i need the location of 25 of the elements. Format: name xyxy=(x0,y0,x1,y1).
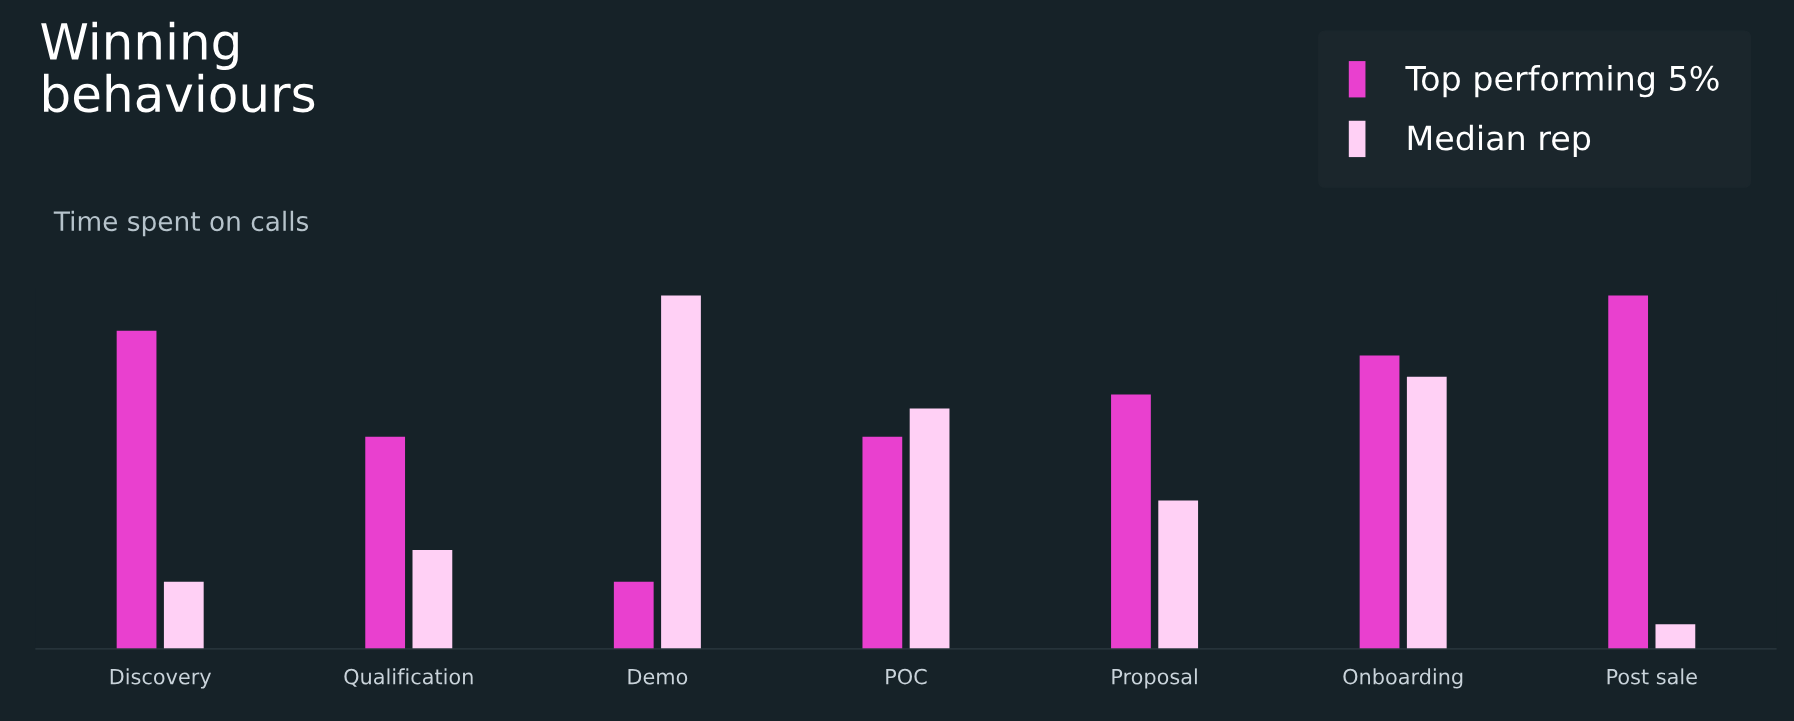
bar xyxy=(116,330,157,649)
x-tick-label: Demo xyxy=(628,668,688,685)
x-tick-label: Discovery xyxy=(110,668,212,689)
bar xyxy=(412,549,453,649)
bar xyxy=(1655,624,1696,649)
bar xyxy=(365,436,406,649)
x-tick-label: Post sale xyxy=(1607,668,1697,685)
bar xyxy=(862,436,903,649)
bar xyxy=(1158,500,1199,649)
bar xyxy=(613,581,654,649)
chart-title: Winning behaviours xyxy=(41,21,315,113)
bar xyxy=(1359,355,1400,649)
bar xyxy=(163,581,204,649)
x-tick-label: Qualification xyxy=(344,668,473,687)
legend-label: Top performing 5% xyxy=(1405,65,1719,98)
x-tick-label: Onboarding xyxy=(1343,668,1463,689)
bar xyxy=(1111,394,1151,649)
bar xyxy=(1608,295,1649,649)
bar xyxy=(661,295,701,649)
x-tick-label: Proposal xyxy=(1112,668,1197,689)
x-tick-label: POC xyxy=(886,668,927,685)
legend-label: Median rep xyxy=(1408,124,1591,158)
chart-subtitle: Time spent on calls xyxy=(53,210,309,237)
bar xyxy=(1406,376,1447,649)
bar xyxy=(909,408,950,649)
